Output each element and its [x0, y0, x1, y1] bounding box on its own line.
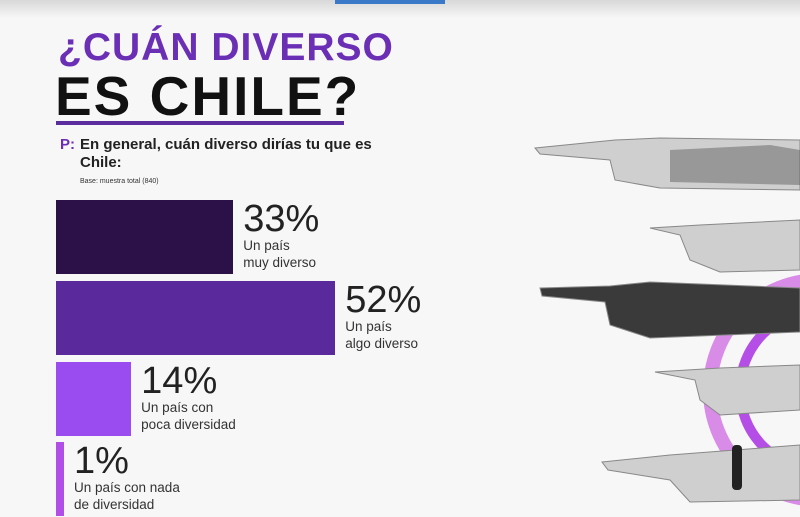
value-label: 1% [74, 440, 129, 482]
question-text: En general, cuán diverso dirías tu que e… [80, 136, 372, 171]
question-prefix: P: [60, 136, 75, 153]
hand-4 [654, 364, 800, 416]
category-label: Un país con nada de diversidad [74, 480, 180, 512]
hand-5 [601, 444, 800, 503]
hand-3 [539, 281, 800, 339]
bar [56, 442, 64, 516]
wristband [732, 445, 742, 490]
bar [56, 362, 132, 436]
tattoo [670, 145, 800, 185]
pointing-hands-illustration [534, 137, 800, 506]
category-label: Un país con poca diversidad [141, 400, 236, 432]
value-label: 14% [141, 360, 218, 402]
base-note: Base: muestra total (840) [80, 178, 159, 185]
category-label: Un país algo diverso [345, 319, 419, 351]
title-underline [56, 121, 344, 125]
category-label: Un país muy diverso [243, 238, 316, 270]
question: P: En general, cuán diverso dirías tu qu… [60, 136, 372, 171]
hand-1 [534, 137, 800, 191]
title-line-2: ES CHILE? [55, 65, 361, 127]
value-label: 33% [243, 198, 320, 240]
video-top-bar [0, 0, 800, 18]
value-label: 52% [345, 279, 422, 321]
video-progress-tab [335, 0, 445, 4]
bar [56, 200, 234, 274]
hand-2 [649, 219, 800, 273]
title-line-1: ¿CUÁN DIVERSO [58, 26, 394, 69]
bar [56, 281, 336, 355]
